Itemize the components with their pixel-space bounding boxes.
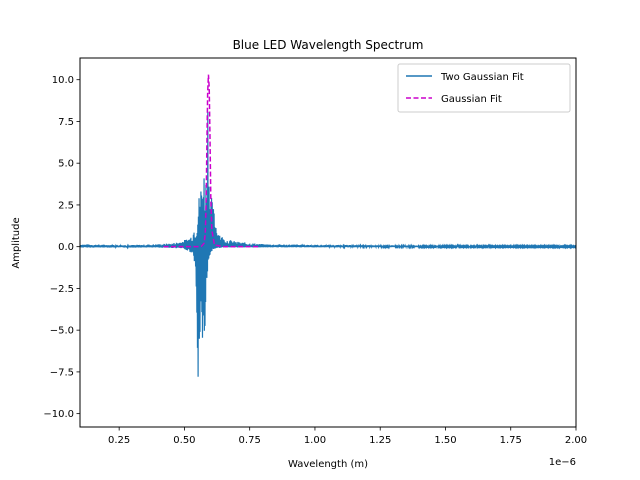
x-tick-label: 2.00 bbox=[565, 435, 587, 446]
x-tick-label: 1.25 bbox=[369, 435, 391, 446]
y-tick-label: −7.5 bbox=[50, 367, 74, 378]
y-tick-label: −5.0 bbox=[50, 326, 74, 337]
legend: Two Gaussian Fit Gaussian Fit bbox=[397, 63, 571, 113]
y-tick-label: −10.0 bbox=[43, 409, 74, 420]
x-axis: 0.25 0.50 0.75 1.00 1.25 1.50 1.75 2.00 bbox=[108, 427, 587, 446]
y-tick-label: 5.0 bbox=[58, 159, 74, 170]
series-gaussian-fit bbox=[163, 74, 261, 248]
y-tick-label: 2.5 bbox=[58, 200, 74, 211]
y-tick-label: −2.5 bbox=[50, 284, 74, 295]
y-axis: −10.0 −7.5 −5.0 −2.5 0.0 2.5 5.0 7.5 10.0 bbox=[43, 75, 80, 420]
y-tick-label: 7.5 bbox=[58, 117, 74, 128]
x-axis-label: Wavelength (m) bbox=[288, 459, 368, 470]
x-tick-label: 1.50 bbox=[434, 435, 456, 446]
legend-label-gaussian-fit: Gaussian Fit bbox=[441, 94, 502, 105]
x-tick-label: 1.75 bbox=[500, 435, 522, 446]
chart-title: Blue LED Wavelength Spectrum bbox=[233, 38, 424, 52]
x-axis-offset-label: 1e−6 bbox=[549, 457, 576, 468]
x-tick-label: 0.50 bbox=[173, 435, 195, 446]
x-tick-label: 1.00 bbox=[304, 435, 326, 446]
x-tick-label: 0.75 bbox=[239, 435, 261, 446]
x-tick-label: 0.25 bbox=[108, 435, 130, 446]
y-axis-label: Amplitude bbox=[11, 217, 22, 268]
series-layer bbox=[80, 74, 576, 377]
series-two-gaussian-fit bbox=[80, 111, 576, 377]
legend-box bbox=[397, 63, 571, 113]
plot-frame bbox=[79, 57, 577, 428]
legend-label-two-gaussian-fit: Two Gaussian Fit bbox=[440, 72, 524, 83]
y-tick-label: 10.0 bbox=[52, 75, 74, 86]
y-tick-label: 0.0 bbox=[58, 242, 74, 253]
